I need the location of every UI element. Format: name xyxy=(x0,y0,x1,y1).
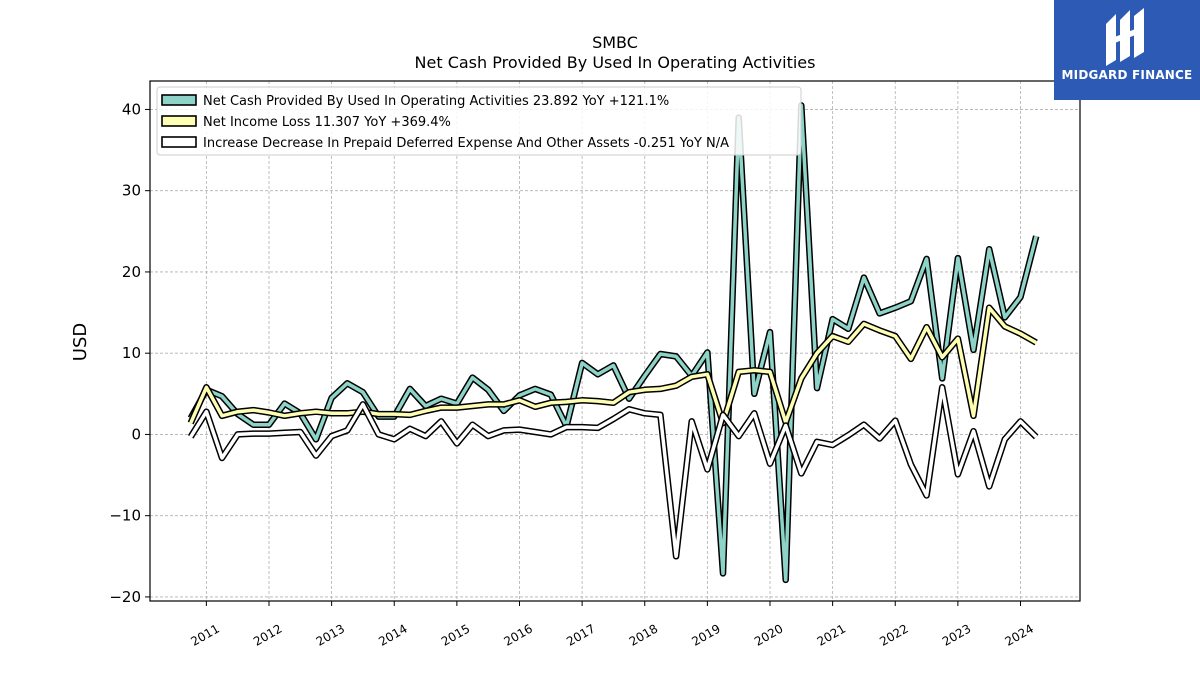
x-tick-label: 2013 xyxy=(314,621,347,648)
series-line-outline xyxy=(187,102,1040,584)
x-tick-label: 2020 xyxy=(752,621,785,648)
plot-frame xyxy=(149,80,1081,602)
x-tick-label: 2023 xyxy=(940,621,973,648)
y-tick-label: −10 xyxy=(109,507,141,525)
y-tick-label: 30 xyxy=(122,182,141,200)
brand-logo: MIDGARD FINANCE xyxy=(1054,0,1200,100)
x-tick-label: 2022 xyxy=(877,621,910,648)
x-tick-label: 2015 xyxy=(439,621,472,648)
brand-logo-text: MIDGARD FINANCE xyxy=(1061,68,1193,82)
series-layer xyxy=(187,102,1040,584)
y-tick-label: −20 xyxy=(109,588,141,606)
x-tick-label: 2018 xyxy=(627,621,660,648)
x-tick-label: 2014 xyxy=(376,621,409,648)
legend-swatch xyxy=(161,136,197,148)
x-tick-label: 2024 xyxy=(1003,621,1036,648)
y-tick-label: 10 xyxy=(122,344,141,362)
legend-entry: Net Cash Provided By Used In Operating A… xyxy=(203,94,669,109)
x-tick-label: 2012 xyxy=(251,621,284,648)
x-tick-label: 2017 xyxy=(564,621,597,648)
y-tick-label: 40 xyxy=(122,100,141,118)
legend-box xyxy=(156,86,802,156)
chart-subtitle: Net Cash Provided By Used In Operating A… xyxy=(415,53,816,72)
x-tick-label: 2011 xyxy=(188,621,221,648)
series-line xyxy=(189,385,1038,559)
x-tick-label: 2019 xyxy=(689,621,722,648)
legend-entry: Increase Decrease In Prepaid Deferred Ex… xyxy=(203,136,729,151)
chart-legend: Net Cash Provided By Used In Operating A… xyxy=(156,86,802,156)
series-line xyxy=(189,305,1038,425)
axis-layer: −20 −10 0 10 20 30 40 2011 2012 2013 2014 2015 2016 2… xyxy=(109,80,1081,649)
x-tick-label: 2016 xyxy=(502,621,535,648)
series-line xyxy=(189,103,1038,582)
y-axis-label: USD xyxy=(70,323,91,361)
legend-swatch xyxy=(161,115,197,127)
legend-swatch xyxy=(161,94,197,106)
y-tick-label: 20 xyxy=(122,263,141,281)
chart-title: SMBC xyxy=(592,33,638,52)
x-tick-label: 2021 xyxy=(815,621,848,648)
midgard-logo-icon xyxy=(1106,8,1144,66)
legend-entry: Net Income Loss 11.307 YoY +369.4% xyxy=(203,115,451,130)
y-tick-label: 0 xyxy=(131,425,141,443)
